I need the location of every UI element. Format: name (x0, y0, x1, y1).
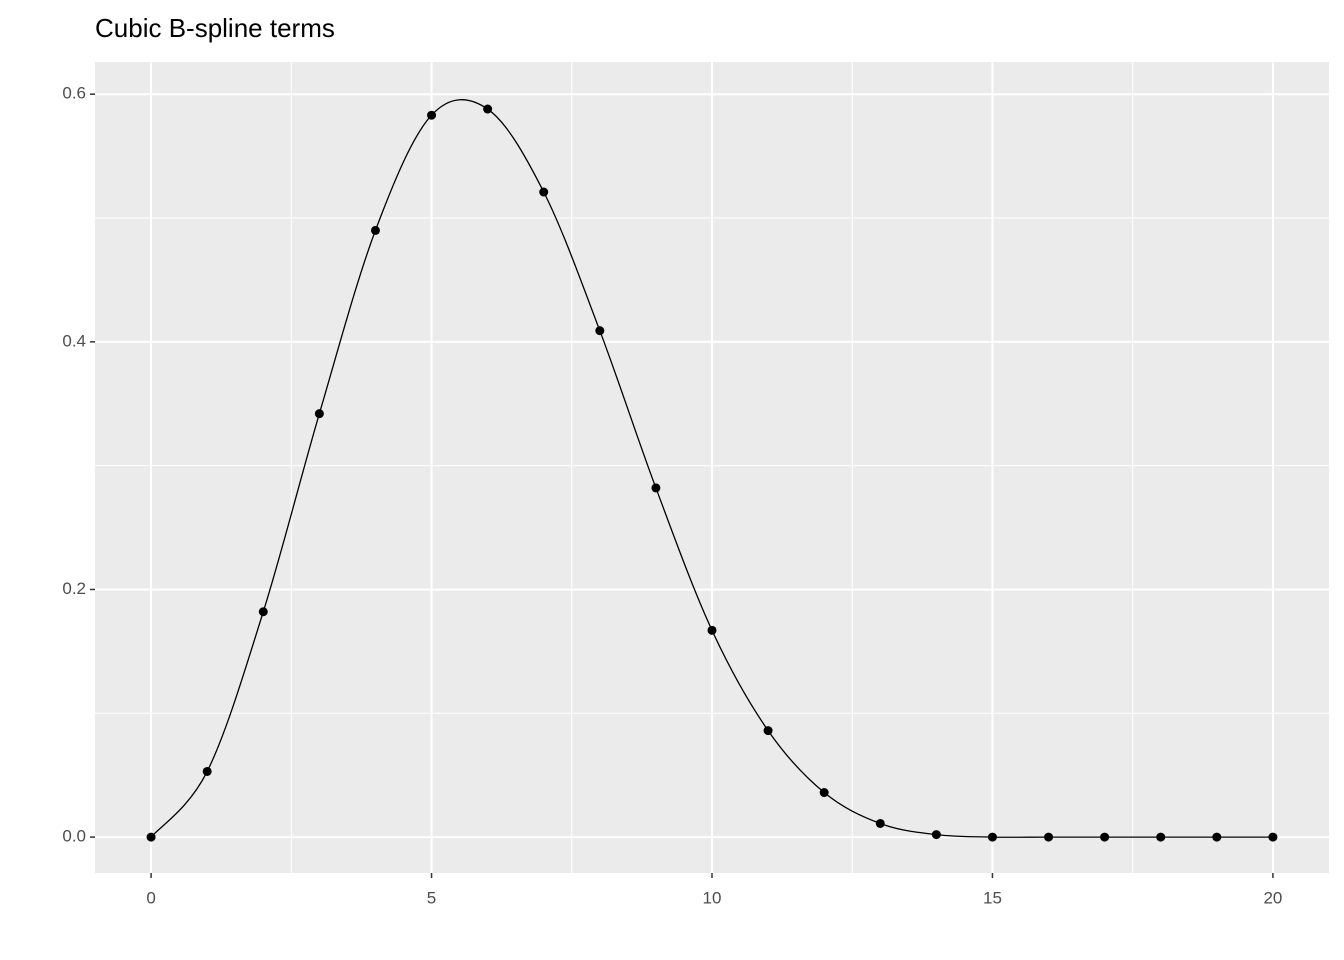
point (651, 483, 661, 493)
point (1100, 832, 1110, 842)
x-tick-label: 20 (1263, 888, 1282, 907)
line (150, 99, 1273, 838)
x-tick-label: 0 (146, 888, 155, 907)
point (202, 766, 212, 776)
point (707, 625, 717, 635)
x-tick-label: 10 (703, 888, 722, 907)
y-tick-label: 0.0 (62, 827, 86, 846)
point (146, 832, 156, 842)
x-tick-label: 5 (427, 888, 436, 907)
point (819, 788, 829, 798)
point (931, 830, 941, 840)
point (763, 726, 773, 736)
point (427, 110, 437, 120)
point (1156, 832, 1166, 842)
y-tick-label: 0.6 (62, 84, 86, 103)
point (1212, 832, 1222, 842)
point (258, 607, 268, 617)
x-tick-label: 15 (983, 888, 1002, 907)
point (483, 104, 493, 114)
point (595, 326, 605, 336)
point (987, 832, 997, 842)
point (314, 409, 324, 419)
y-tick-label: 0.4 (62, 331, 86, 350)
chart-title: Cubic B-spline terms (95, 13, 335, 43)
y-tick-label: 0.2 (62, 579, 86, 598)
point (875, 818, 885, 828)
point (539, 187, 549, 197)
point (370, 225, 380, 235)
point (1268, 832, 1278, 842)
point (1044, 832, 1054, 842)
